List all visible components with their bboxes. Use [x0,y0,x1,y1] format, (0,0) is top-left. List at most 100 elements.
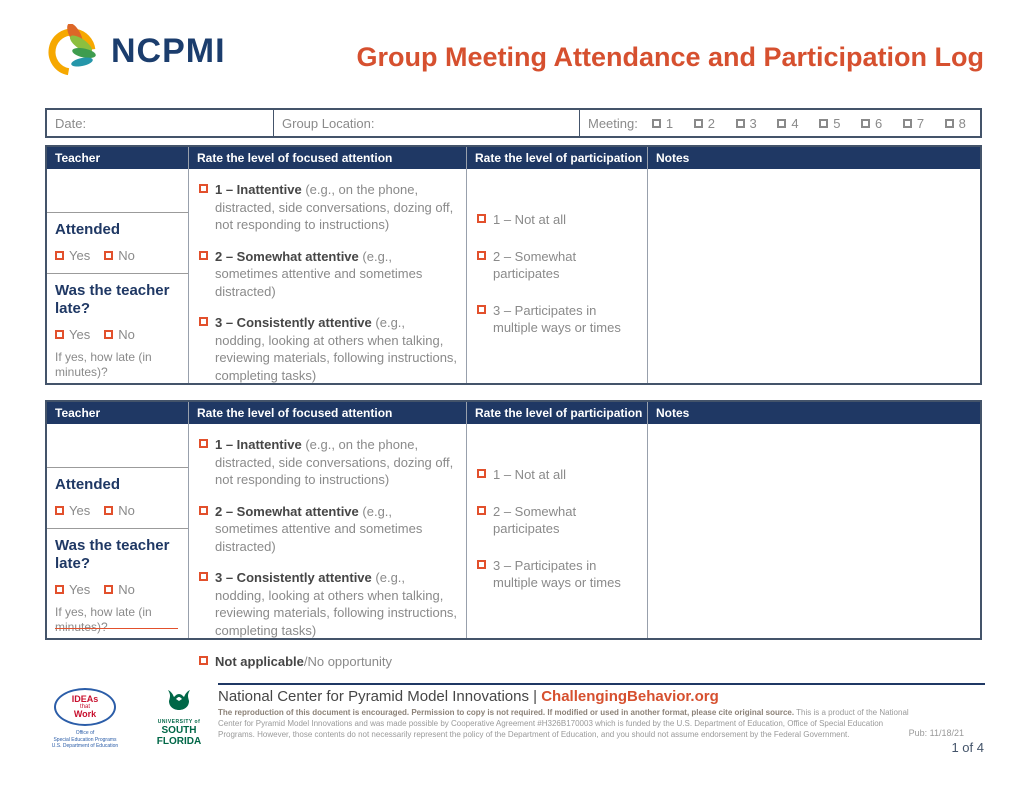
notes-cell[interactable] [648,169,980,383]
teacher-name-input[interactable] [47,169,188,213]
attendance-block-1: Teacher Attended Yes No Was the teacher … [45,145,982,414]
late-minutes-hint: If yes, how late (in minutes)? [55,605,152,634]
attention-option-3[interactable]: 3 – Consistently attentive (e.g., noddin… [199,569,458,639]
checkbox-icon[interactable] [777,118,787,128]
checkbox-icon[interactable] [199,317,208,327]
checkbox-icon[interactable] [55,506,64,515]
checkbox-icon[interactable] [104,506,114,515]
checkbox-icon[interactable] [651,118,661,128]
checkbox-icon[interactable] [477,559,486,569]
checkbox-icon[interactable] [944,118,954,128]
late-section: Was the teacher late? Yes No If yes, how… [47,529,188,635]
notes-header: Notes [648,147,980,169]
attended-section: Attended Yes No [47,213,188,274]
participation-option-3[interactable]: 3 – Participates in multiple ways or tim… [477,557,639,592]
late-yes-option[interactable]: Yes [55,582,90,597]
checkbox-icon[interactable] [902,118,912,128]
participation-header: Rate the level of participation [467,402,647,424]
attendance-block-2: Teacher Attended Yes No Was the teacher … [45,400,982,669]
attention-column: Rate the level of focused attention 1 – … [189,402,467,669]
checkbox-icon[interactable] [477,250,486,260]
checkbox-icon[interactable] [55,330,64,339]
late-no-option[interactable]: No [104,327,135,342]
late-yes-option[interactable]: Yes [55,327,90,342]
participation-column: Rate the level of participation 1 – Not … [467,147,648,383]
participation-option-2[interactable]: 2 – Somewhat participates [477,248,639,283]
participation-option-3[interactable]: 3 – Participates in multiple ways or tim… [477,302,639,337]
late-no-option[interactable]: No [104,582,135,597]
checkbox-icon[interactable] [861,118,871,128]
group-location-label: Group Location: [282,115,375,131]
attended-label: Attended [55,476,120,493]
meeting-option-8[interactable]: 8 [944,116,966,131]
checkbox-icon[interactable] [55,585,64,594]
ncpmi-logo: NCPMI [45,24,226,78]
attention-options: 1 – Inattentive (e.g., on the phone, dis… [189,424,466,685]
teacher-name-input[interactable] [47,424,188,468]
checkbox-icon[interactable] [477,469,486,478]
meeting-option-2[interactable]: 2 [693,116,715,131]
usf-logo: UNIVERSITY of SOUTH FLORIDA [148,688,210,747]
footer-logos: IDEAs that Work Office of Special Educat… [50,688,210,750]
attention-option-na[interactable]: Not applicable/No opportunity [199,653,458,671]
attention-option-1[interactable]: 1 – Inattentive (e.g., on the phone, dis… [199,181,458,234]
checkbox-icon[interactable] [819,118,829,128]
checkbox-icon[interactable] [199,439,208,448]
checkbox-icon[interactable] [477,304,486,314]
page-title: Group Meeting Attendance and Participati… [356,42,984,72]
meeting-label: Meeting: [588,115,638,131]
attended-yes-option[interactable]: Yes [55,503,90,518]
checkbox-icon[interactable] [199,572,208,582]
group-location-field[interactable]: Group Location: [274,110,580,136]
footer-divider [218,683,985,685]
participation-options: 1 – Not at all 2 – Somewhat participates… [467,424,647,638]
attention-header: Rate the level of focused attention [189,402,466,424]
checkbox-icon[interactable] [199,656,208,666]
meeting-option-1[interactable]: 1 [651,116,673,131]
date-label: Date: [55,115,87,131]
attention-options: 1 – Inattentive (e.g., on the phone, dis… [189,169,466,430]
attention-option-2[interactable]: 2 – Somewhat attentive (e.g., sometimes … [199,248,458,301]
checkbox-icon[interactable] [199,250,208,260]
meeting-option-5[interactable]: 5 [819,116,840,131]
minutes-write-in-line[interactable] [55,628,178,629]
teacher-cell: Attended Yes No Was the teacher late? Ye… [47,424,188,638]
teacher-header: Teacher [47,147,188,169]
participation-option-1[interactable]: 1 – Not at all [477,466,639,484]
checkbox-icon[interactable] [199,505,208,515]
checkbox-icon[interactable] [199,184,208,193]
ideas-that-work-icon: IDEAs that Work [54,688,116,726]
attended-yes-option[interactable]: Yes [55,248,90,263]
date-field[interactable]: Date: [47,110,274,136]
meeting-option-7[interactable]: 7 [902,116,924,131]
meeting-option-3[interactable]: 3 [735,116,757,131]
footer-disclaimer: The reproduction of this document is enc… [218,708,909,739]
usf-bull-icon [168,690,190,710]
attention-header: Rate the level of focused attention [189,147,466,169]
attention-option-3[interactable]: 3 – Consistently attentive (e.g., noddin… [199,314,458,384]
late-minutes-hint: If yes, how late (in minutes)? [55,350,152,379]
footer-org-site-link[interactable]: ChallengingBehavior.org [541,688,719,705]
checkbox-icon[interactable] [693,118,703,128]
participation-option-1[interactable]: 1 – Not at all [477,211,639,229]
attended-no-option[interactable]: No [104,503,135,518]
ideas-that-work-logo: IDEAs that Work Office of Special Educat… [50,688,120,750]
checkbox-icon[interactable] [477,505,486,515]
checkbox-icon[interactable] [55,251,64,260]
checkbox-icon[interactable] [104,585,114,594]
attention-option-2[interactable]: 2 – Somewhat attentive (e.g., sometimes … [199,503,458,556]
notes-cell[interactable] [648,424,980,638]
attention-option-1[interactable]: 1 – Inattentive (e.g., on the phone, dis… [199,436,458,489]
meeting-option-4[interactable]: 4 [777,116,799,131]
checkbox-icon[interactable] [104,251,114,260]
checkbox-icon[interactable] [477,214,486,223]
attended-no-option[interactable]: No [104,248,135,263]
checkbox-icon[interactable] [104,330,114,339]
meeting-option-6[interactable]: 6 [861,116,882,131]
attention-column: Rate the level of focused attention 1 – … [189,147,467,414]
late-question: Was the teacher late? [55,282,170,317]
checkbox-icon[interactable] [735,118,745,128]
participation-option-2[interactable]: 2 – Somewhat participates [477,503,639,538]
teacher-column: Teacher Attended Yes No Was the teacher … [47,147,189,383]
